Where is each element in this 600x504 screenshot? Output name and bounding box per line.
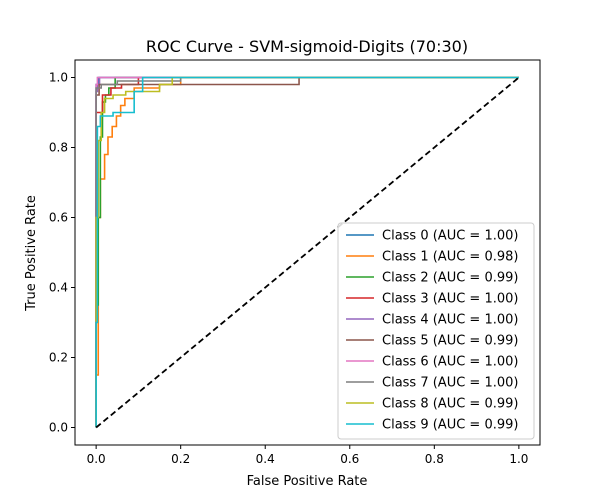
diagonal-reference-line xyxy=(95,76,520,429)
series-group xyxy=(95,76,520,429)
y-tick-label: 1.0 xyxy=(49,71,68,85)
series-line-class-7 xyxy=(95,76,519,428)
x-tick-label: 0.4 xyxy=(256,452,275,466)
y-tick-label: 0.2 xyxy=(49,351,68,365)
x-tick-label: 0.6 xyxy=(340,452,359,466)
legend-label-class-8: Class 8 (AUC = 0.99) xyxy=(382,397,518,412)
legend-label-class-4: Class 4 (AUC = 1.00) xyxy=(382,313,518,328)
x-tick-label: 0.0 xyxy=(87,452,106,466)
legend-label-class-2: Class 2 (AUC = 0.99) xyxy=(382,271,518,286)
series-line-class-9 xyxy=(95,76,519,428)
series-line-class-8 xyxy=(95,76,519,428)
x-tick-label: 1.0 xyxy=(509,452,528,466)
y-tick-label: 0.6 xyxy=(49,211,68,225)
x-tick-label: 0.2 xyxy=(171,452,190,466)
series-line-class-3 xyxy=(95,76,519,428)
legend: Class 0 (AUC = 1.00) Class 1 (AUC = 0.98)… xyxy=(337,222,535,440)
y-tick-label: 0.4 xyxy=(49,281,68,295)
legend-label-class-5: Class 5 (AUC = 0.99) xyxy=(382,334,518,349)
chart-title: ROC Curve - SVM-sigmoid-Digits (70:30) xyxy=(146,37,468,56)
legend-box xyxy=(337,222,535,440)
axes-frame xyxy=(74,59,541,446)
legend-label-class-3: Class 3 (AUC = 1.00) xyxy=(382,292,518,307)
y-axis-label: True Positive Rate xyxy=(24,195,39,312)
legend-label-class-1: Class 1 (AUC = 0.98) xyxy=(382,250,518,265)
legend-label-class-7: Class 7 (AUC = 1.00) xyxy=(382,376,518,391)
x-axis-label: False Positive Rate xyxy=(247,474,368,489)
legend-label-class-6: Class 6 (AUC = 1.00) xyxy=(382,355,518,370)
y-tick-label: 0.8 xyxy=(49,141,68,155)
legend-label-class-9: Class 9 (AUC = 0.99) xyxy=(382,418,518,433)
y-tick-label: 0.0 xyxy=(49,421,68,435)
x-tick-label: 0.8 xyxy=(425,452,444,466)
legend-label-class-0: Class 0 (AUC = 1.00) xyxy=(382,229,518,244)
plot-area: 0.0 0.2 0.4 0.6 0.8 1.0 0.0 0.2 0.4 0.6 0.8 1.0 xyxy=(49,59,541,466)
